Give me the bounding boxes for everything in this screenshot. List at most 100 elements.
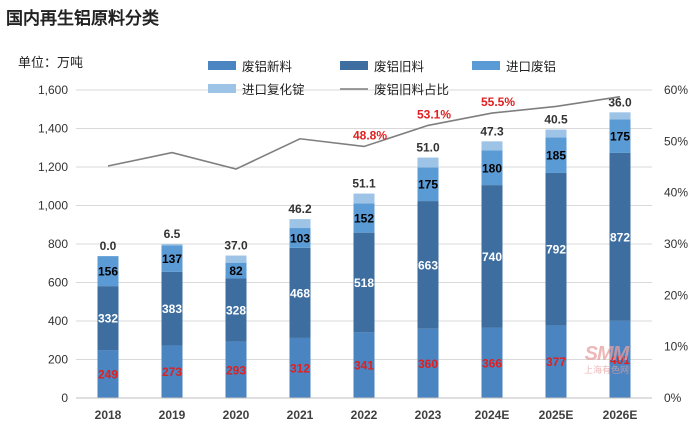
legend-swatch-imported_reclaimed <box>208 84 236 93</box>
data-label-scrap_old: 468 <box>290 286 310 300</box>
data-label-import_scrap: 152 <box>354 212 374 226</box>
watermark-text: 上海有色网 <box>584 366 630 376</box>
legend-label: 废铝旧料 <box>374 59 425 74</box>
data-label-import_scrap: 175 <box>418 178 438 192</box>
data-label-imported_reclaimed: 47.3 <box>480 124 504 138</box>
y-tick-label: 1,200 <box>38 160 68 174</box>
segment-labels: 249 332 156 273 383 137 293 328 82 312 468 103 341 51… <box>98 130 630 382</box>
bar-segment-scrap_old <box>545 172 567 326</box>
bar-segment-imported_reclaimed <box>609 112 631 120</box>
bar-segment-imported_reclaimed <box>417 157 439 168</box>
legend-label: 进口废铝 <box>506 59 556 74</box>
bar-segment-imported_reclaimed <box>353 193 375 204</box>
bar-segment-scrap_new <box>417 328 439 398</box>
x-tick-label: 2026E <box>603 408 638 422</box>
x-tick-label: 2022 <box>351 408 378 422</box>
bar-segment-import_scrap <box>545 137 567 173</box>
axes: 0 200 400 600 800 1,000 1,200 1,400 1,600 0% 10% 20… <box>38 83 688 422</box>
y2-tick-label: 10% <box>664 340 688 354</box>
x-tick-label: 2019 <box>159 408 186 422</box>
bar-segment-scrap_old <box>289 247 311 338</box>
data-label-scrap_old: 872 <box>610 230 630 244</box>
data-label-scrap_old: 518 <box>354 276 374 290</box>
share-line <box>107 95 621 170</box>
y-tick-label: 200 <box>48 353 68 367</box>
data-label-scrap_new: 273 <box>162 365 182 379</box>
bar-segment-scrap_new <box>161 345 183 398</box>
data-label-scrap_new: 360 <box>418 357 438 371</box>
bar-segment-scrap_old <box>97 286 119 351</box>
bar-segment-imported_reclaimed <box>545 129 567 138</box>
y-tick-label: 1,000 <box>38 199 68 213</box>
bar-segment-scrap_old <box>353 232 375 333</box>
data-label-imported_reclaimed: 6.5 <box>164 227 181 241</box>
legend-swatch-scrap_new <box>208 61 236 70</box>
bar-segment-scrap_new <box>545 325 567 398</box>
data-label-scrap_old: 328 <box>226 304 246 318</box>
data-label-scrap_old: 383 <box>162 302 182 316</box>
data-label-import_scrap: 175 <box>610 130 630 144</box>
bar-segment-import_scrap <box>609 119 631 153</box>
data-label-scrap_old: 332 <box>98 312 118 326</box>
bar-segment-scrap_old <box>161 271 183 346</box>
top-labels: 0.0 6.5 37.0 46.2 51.1 51.0 47.3 40.5 36.0 <box>100 95 632 253</box>
y2-tick-label: 0% <box>664 391 682 405</box>
data-label-import_scrap: 137 <box>162 252 182 266</box>
bar-segment-import_scrap <box>417 167 439 202</box>
y-tick-label: 1,600 <box>38 83 68 97</box>
share-line-group: 48.8% 53.1% 55.5% <box>107 95 621 170</box>
bar-segment-scrap_new <box>609 320 631 398</box>
data-label-scrap_new: 377 <box>546 355 566 369</box>
x-tick-label: 2018 <box>95 408 122 422</box>
bar-segment-imported_reclaimed <box>481 141 503 151</box>
data-label-import_scrap: 82 <box>229 264 243 278</box>
bar-segment-scrap_old <box>481 185 503 328</box>
data-label-imported_reclaimed: 51.1 <box>352 177 376 191</box>
x-tick-label: 2020 <box>223 408 250 422</box>
share-annotation: 55.5% <box>481 95 515 109</box>
data-label-scrap_old: 792 <box>546 243 566 257</box>
bar-segment-import_scrap <box>97 256 119 287</box>
data-label-imported_reclaimed: 0.0 <box>100 239 117 253</box>
legend-swatch-import_scrap <box>472 61 500 70</box>
legend-label: 废铝旧料占比 <box>374 82 449 97</box>
data-label-imported_reclaimed: 36.0 <box>608 95 632 109</box>
bar-segment-imported_reclaimed <box>289 219 311 229</box>
watermark: SMM 上海有色网 <box>584 343 629 376</box>
data-label-imported_reclaimed: 37.0 <box>224 239 248 253</box>
data-label-scrap_new: 293 <box>226 363 246 377</box>
y-tick-label: 0 <box>61 391 68 405</box>
x-tick-label: 2025E <box>539 408 574 422</box>
bar-segment-scrap_new <box>289 337 311 398</box>
bar-segment-scrap_new <box>97 350 119 398</box>
y2-tick-label: 40% <box>664 186 688 200</box>
x-tick-label: 2023 <box>415 408 442 422</box>
x-tick-label: 2024E <box>475 408 510 422</box>
bar-segment-scrap_old <box>225 278 247 342</box>
data-label-scrap_new: 249 <box>98 368 118 382</box>
data-label-import_scrap: 185 <box>546 149 566 163</box>
data-label-imported_reclaimed: 40.5 <box>544 113 568 127</box>
bars <box>97 112 631 398</box>
y-tick-label: 800 <box>48 237 68 251</box>
bar-segment-import_scrap <box>225 262 247 279</box>
bar-segment-import_scrap <box>289 228 311 248</box>
y-tick-label: 400 <box>48 314 68 328</box>
data-label-scrap_new: 366 <box>482 356 502 370</box>
bar-segment-scrap_new <box>225 341 247 398</box>
bar-segment-import_scrap <box>481 150 503 186</box>
data-label-imported_reclaimed: 46.2 <box>288 202 312 216</box>
data-label-imported_reclaimed: 51.0 <box>416 141 440 155</box>
y2-tick-label: 50% <box>664 134 688 148</box>
legend-swatch-scrap_old <box>340 61 368 70</box>
y-tick-label: 1,400 <box>38 122 68 136</box>
bar-segment-scrap_new <box>481 327 503 398</box>
data-label-scrap_new: 312 <box>290 361 310 375</box>
data-label-import_scrap: 156 <box>98 265 118 279</box>
share-annotation: 53.1% <box>417 107 451 121</box>
data-label-scrap_old: 663 <box>418 258 438 272</box>
data-label-scrap_new: 401 <box>610 353 630 367</box>
legend-label: 进口复化锭 <box>242 83 305 97</box>
